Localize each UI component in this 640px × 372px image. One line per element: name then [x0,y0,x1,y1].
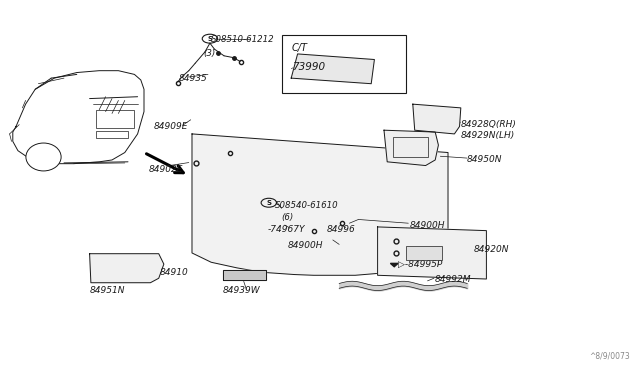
Text: 84935: 84935 [179,74,208,83]
Text: 84929N(LH): 84929N(LH) [461,131,515,140]
Text: S08540-61610: S08540-61610 [275,201,339,210]
Text: (3): (3) [204,49,216,58]
Polygon shape [413,104,461,134]
Text: S08510-61212: S08510-61212 [211,35,275,44]
Text: 84928Q(RH): 84928Q(RH) [461,120,516,129]
Text: S: S [207,36,212,42]
Text: 84996: 84996 [326,225,355,234]
Polygon shape [291,54,374,84]
Polygon shape [223,270,266,280]
Polygon shape [90,254,164,283]
Text: 84951N: 84951N [90,286,125,295]
Text: 84909E: 84909E [154,122,188,131]
Text: 73990: 73990 [292,62,325,72]
Text: 84900H: 84900H [288,241,323,250]
Bar [96,110,134,128]
Polygon shape [192,134,448,275]
Text: 84992M: 84992M [435,275,472,284]
Text: ▷-84995P: ▷-84995P [398,260,442,269]
Polygon shape [390,263,398,267]
Text: 84950N: 84950N [467,155,502,164]
Text: -74967Y: -74967Y [268,225,305,234]
Polygon shape [384,130,438,166]
Text: 84910: 84910 [160,268,189,277]
Bar [393,137,428,157]
Text: (6): (6) [282,213,294,222]
Text: S: S [266,200,271,206]
Text: C/T: C/T [292,44,308,53]
Bar [406,246,442,260]
Polygon shape [378,227,486,279]
Text: 84920N: 84920N [474,246,509,254]
Bar [96,131,128,138]
Bar [282,35,406,93]
Text: 84902E: 84902E [149,165,184,174]
Ellipse shape [26,143,61,171]
Text: 84900H: 84900H [410,221,445,230]
Text: ^8/9/0073: ^8/9/0073 [589,351,630,360]
Text: 84939W: 84939W [223,286,260,295]
